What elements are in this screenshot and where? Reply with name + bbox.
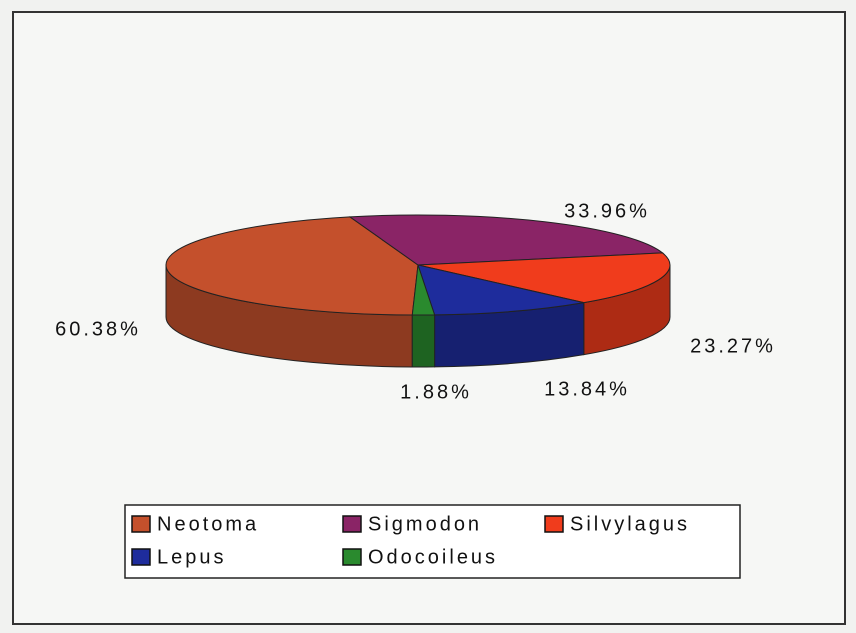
data-label: 33.96% — [564, 200, 650, 222]
data-label: 23.27% — [690, 335, 776, 357]
legend-swatch — [544, 515, 564, 533]
legend-label: Lepus — [157, 546, 227, 568]
legend-label: Neotoma — [157, 513, 259, 535]
data-label: 60.38% — [55, 318, 141, 340]
slice — [417, 264, 584, 316]
legend-label: Silvylagus — [570, 513, 690, 535]
slice — [411, 264, 436, 316]
legend-label: Sigmodon — [368, 513, 482, 535]
legend-swatch — [131, 548, 151, 566]
data-label: 1.88% — [400, 381, 472, 403]
legend-swatch — [131, 515, 151, 533]
slice-side — [411, 314, 436, 368]
slice — [417, 252, 671, 304]
legend-label: Odocoileus — [368, 546, 498, 568]
legend-swatch — [342, 548, 362, 566]
slice — [165, 216, 419, 316]
slice — [348, 214, 664, 266]
legend-box — [124, 504, 741, 579]
legend-swatch — [342, 515, 362, 533]
data-label: 13.84% — [544, 378, 630, 400]
